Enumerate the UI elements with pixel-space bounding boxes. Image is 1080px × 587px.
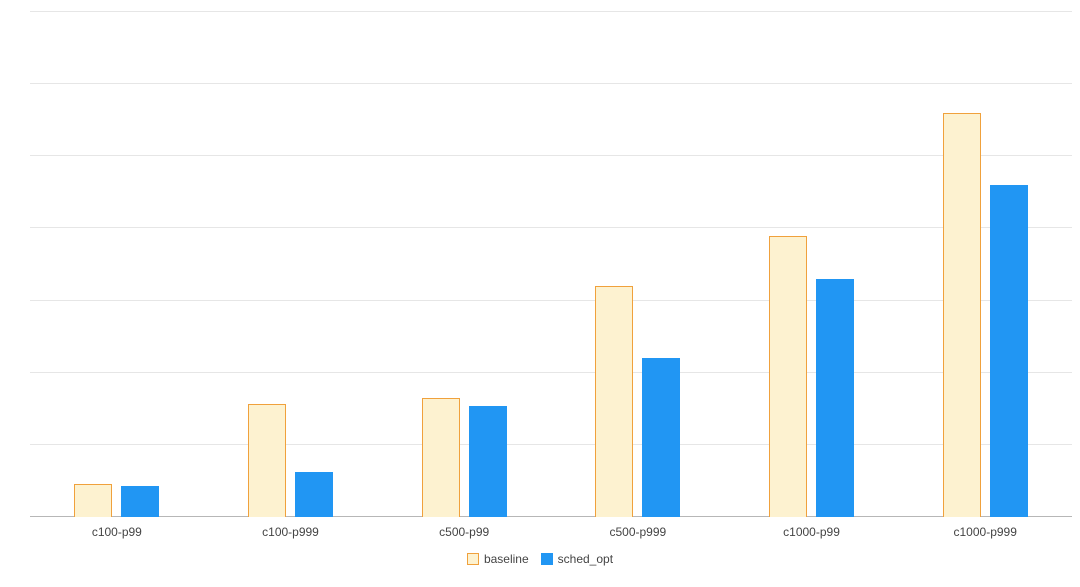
bar-baseline-c1000-p99 [769,235,808,517]
bar-baseline-c500-p99 [421,397,460,517]
bar-group-c100-p99 [30,12,204,517]
bar-baseline-c100-p99 [74,483,113,517]
legend-item-baseline: baseline [466,552,529,566]
legend-label-sched_opt: sched_opt [557,552,614,566]
bar-baseline-c100-p999 [248,403,286,517]
x-axis-line [30,516,1072,517]
x-axis-label-c100-p999: c100-p999 [262,525,319,539]
gridline [30,299,1072,301]
legend-swatch-baseline [466,553,479,565]
bar-group-c100-p999 [204,12,378,517]
legend-item-sched_opt: sched_opt [540,552,614,566]
x-axis-label-c500-p999: c500-p999 [609,525,667,539]
legend-label-baseline: baseline [483,552,529,566]
bar-group-c1000-p999 [898,12,1072,517]
chart-legend: baseline sched_opt [0,552,1080,566]
bar-group-c1000-p99 [725,12,899,517]
x-axis-label-c1000-p999: c1000-p999 [953,525,1017,539]
x-axis: c100-p99 c100-p999 c500-p99 c500-p999 c1000-… [30,523,1072,541]
bar-group-c500-p999 [551,12,725,517]
gridline [30,443,1072,445]
bar-group-c500-p99 [377,12,551,517]
bar-sched_opt-c500-p99 [468,405,507,517]
bar-sched_opt-c500-p999 [642,358,681,517]
bar-baseline-c500-p999 [595,286,634,517]
bar-sched_opt-c1000-p999 [989,185,1028,517]
x-axis-label-c100-p99: c100-p99 [91,525,142,539]
gridline [30,371,1072,373]
x-axis-label-c1000-p99: c1000-p99 [783,525,840,539]
gridline [30,83,1072,85]
gridline [30,11,1072,12]
x-axis-label-c500-p99: c500-p99 [439,525,490,539]
legend-swatch-sched_opt [540,553,553,565]
bar-sched_opt-c100-p999 [295,472,333,517]
bar-sched_opt-c1000-p99 [816,278,855,517]
bar-sched_opt-c100-p99 [121,485,160,517]
bar-baseline-c1000-p999 [942,113,981,517]
gridline [30,155,1072,157]
plot-area [30,11,1072,517]
gridline [30,227,1072,229]
